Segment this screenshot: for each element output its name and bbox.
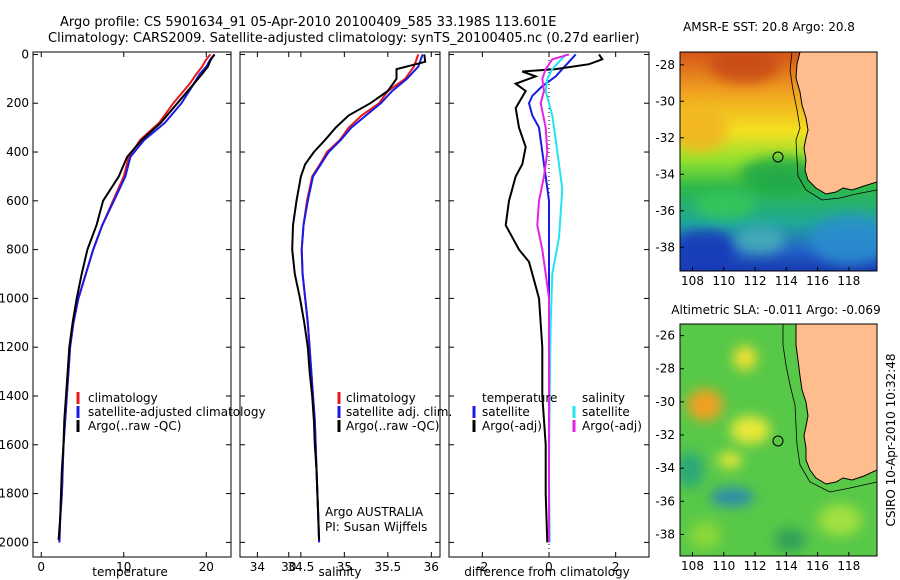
map-y-tick-label: -36 [655,204,675,218]
map-x-tick-label: 116 [806,559,829,573]
y-tick-label: 200 [6,96,29,110]
x-tick-label: 0 [37,560,45,574]
series-line-satellite-adjusted-climatology [58,53,216,543]
map-y-tick-label: -36 [655,494,675,508]
temperature-xlabel: temperature [92,565,167,579]
map-y-tick-label: -28 [655,362,675,376]
map-y-tick-label: -30 [655,395,675,409]
y-tick-label: 2000 [0,535,29,549]
legend-satellite-label: satellite adj. clim. [346,405,452,419]
series-line-salinity-satellite [544,53,567,543]
temperature-legend: climatology satellite-adjusted climatolo… [76,391,266,433]
map-y-tick-label: -28 [655,58,675,72]
series-line-argo-raw-qc- [291,54,427,540]
salinity-xlabel: salinity [318,565,361,579]
legend-salinity-title: salinity [582,391,625,405]
legend-temperature-title: temperature [482,391,557,405]
map-y-tick-label: -34 [655,461,675,475]
map-y-tick-label: -32 [655,428,675,442]
map-x-tick-label: 118 [837,559,860,573]
sla-map-title: Altimetric SLA: -0.011 Argo: -0.069 [671,303,880,317]
sst-field [680,52,877,271]
salinity-axes-frame [239,51,441,558]
x-tick-label: -2 [476,560,488,574]
legend-temp-argo-label: Argo(-adj) [482,419,542,433]
y-tick-label: 400 [6,145,29,159]
legend-sal-argo-label: Argo(-adj) [582,419,642,433]
sla-map: Altimetric SLA: -0.011 Argo: -0.069 108 1… [655,303,880,573]
map-y-tick-label: -32 [655,131,675,145]
legend-temp-satellite-label: satellite [482,405,530,419]
temperature-panel: 0 10 20 30 0 200 400 600 800 1000 1200 1400 1600 1800… [0,47,296,579]
sla-field [680,324,877,556]
map-x-tick-label: 108 [681,274,704,288]
y-tick-label: 1800 [0,487,29,501]
x-tick-label: 35.5 [374,560,401,574]
map-x-tick-label: 114 [775,559,798,573]
map-x-tick-label: 114 [775,274,798,288]
y-tick-label: 800 [6,243,29,257]
y-tick-label: 1200 [0,340,29,354]
argo-location-marker [772,151,784,163]
map-y-tick-label: -34 [655,167,675,181]
salinity-panel: 34 34.5 35 35.5 36 salinity climatology sate… [239,51,452,579]
legend-argo-label: Argo(..raw -QC) [346,419,439,433]
map-x-tick-label: 112 [744,559,767,573]
series-line-argo-raw-qc- [57,53,216,540]
x-tick-label: 34.5 [288,560,315,574]
series-line-satellite-adj-clim- [300,54,424,543]
map-x-tick-label: 112 [744,274,767,288]
y-tick-label: 1400 [0,389,29,403]
y-tick-label: 600 [6,194,29,208]
x-tick-label: 0 [545,560,553,574]
legend-climatology-label: climatology [88,391,158,405]
series-line-climatology [300,54,420,543]
legend-sal-satellite-label: satellite [582,405,630,419]
series-line-climatology [58,53,212,543]
map-x-tick-label: 110 [712,559,735,573]
difference-panel: -2 0 2 difference from climatology tempera… [448,51,650,579]
legend-argo-label: Argo(..raw -QC) [88,419,181,433]
x-tick-label: 30 [281,560,296,574]
temperature-axes-frame [32,51,232,558]
figure-title-line1: Argo profile: CS 5901634_91 05-Apr-2010 … [60,15,556,30]
map-x-tick-label: 116 [806,274,829,288]
series-line-salinity-argo-adj- [536,53,570,543]
legend-climatology-label: climatology [346,391,416,405]
y-tick-label: 0 [21,47,29,61]
difference-legend: temperature satellite Argo(-adj) salinit… [472,391,642,433]
map-y-tick-label: -38 [655,527,675,541]
figure-title-line2: Climatology: CARS2009. Satellite-adjuste… [48,31,640,46]
y-tick-label: 1600 [0,438,29,452]
x-tick-label: 2 [612,560,620,574]
map-y-tick-label: -30 [655,94,675,108]
y-tick-label: 1000 [0,291,29,305]
x-tick-label: 36 [424,560,439,574]
sst-map: AMSR-E SST: 20.8 Argo: 20.8 108 110 112 114… [655,20,878,288]
x-tick-label: 20 [199,560,214,574]
legend-satellite-label: satellite-adjusted climatology [88,405,266,419]
salinity-legend: climatology satellite adj. clim. Argo(..… [337,391,452,433]
map-y-tick-label: -38 [655,240,675,254]
map-y-tick-label: -26 [655,329,675,343]
map-x-tick-label: 118 [837,274,860,288]
timestamp-side-label: CSIRO 10-Apr-2010 10:32:48 [884,353,898,526]
map-x-tick-label: 108 [681,559,704,573]
map-x-tick-label: 110 [712,274,735,288]
x-tick-label: 34 [250,560,265,574]
series-line-temperature-satellite [527,53,577,543]
series-line-temperature-argo-adj- [504,53,604,543]
argo-program-annotation: Argo AUSTRALIA [325,505,424,519]
argo-location-marker [772,435,784,447]
sst-map-title: AMSR-E SST: 20.8 Argo: 20.8 [683,20,855,34]
difference-xlabel: difference from climatology [464,565,630,579]
x-tick-label: 35 [337,560,352,574]
argo-pi-annotation: PI: Susan Wijffels [325,520,427,534]
x-tick-label: 10 [116,560,131,574]
